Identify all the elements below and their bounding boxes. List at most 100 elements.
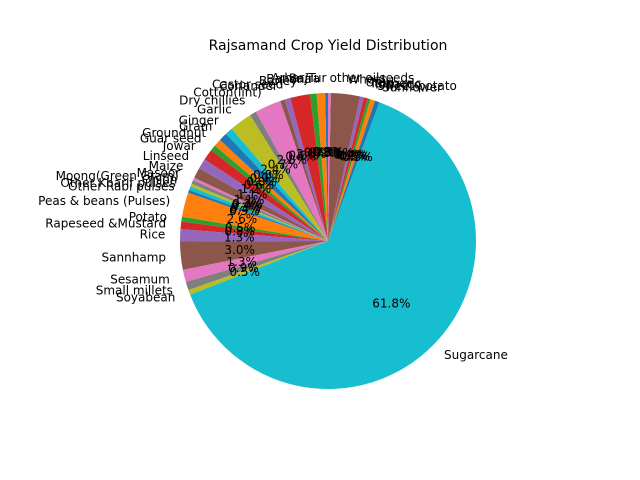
- slice-label-castor-seed: Castor seed: [212, 77, 283, 91]
- pie-slice-gram: [219, 133, 328, 241]
- slice-label-other-rabi-pulses: Other Rabi pulses: [68, 179, 175, 193]
- percent-label-jowar: 1.2%: [241, 182, 272, 196]
- slice-label-turmeric: Turmeric: [369, 77, 422, 91]
- pie-slice-arhar-tur: [325, 93, 328, 241]
- slice-label-groundnut: Groundnut: [142, 126, 206, 140]
- pie-slice-small-millets: [185, 241, 328, 291]
- slice-label-guar-seed: Guar seed: [140, 132, 202, 146]
- slice-label-gram: Gram: [179, 119, 212, 133]
- slice-label-masoor: Masoor: [137, 166, 181, 180]
- percent-label-rice: 1.3%: [224, 231, 255, 245]
- pie-slice-bajra: [316, 93, 328, 241]
- slice-label-sunflower: Sunflower: [382, 80, 442, 94]
- pie-slice-sesamum: [182, 241, 328, 282]
- percent-label-potato: 0.5%: [225, 221, 256, 235]
- slice-label-rapeseed-mustard: Rapeseed &Mustard: [45, 217, 166, 231]
- percent-label-sesamum: 1.3%: [226, 255, 257, 269]
- pie-slice-cotton-lint: [255, 100, 328, 241]
- percent-label-rapeseed-mustard: 0.8%: [224, 225, 255, 239]
- pie-slices: [179, 93, 477, 390]
- slice-label-other-oilseeds: other oilseeds: [330, 71, 415, 85]
- pie-slice-other-oilseeds: [328, 93, 331, 241]
- pie-slice-tobacco: [328, 98, 371, 242]
- percent-label-moong-green-gram: 0.4%: [231, 199, 262, 213]
- slice-label-potato: Potato: [129, 210, 167, 224]
- pie-slice-turmeric: [328, 97, 368, 241]
- pie-slice-rice: [179, 229, 328, 242]
- slice-label-linseed: Linseed: [143, 149, 189, 163]
- percent-label-bajra: 0.9%: [308, 145, 339, 159]
- slice-label-other-kharif-pulses: Other Kharif pulses: [60, 176, 175, 190]
- percent-label-banana: 0.7%: [304, 146, 335, 160]
- slice-label-small-millets: Small millets: [96, 284, 173, 298]
- chart-title: Rajsamand Crop Yield Distribution: [209, 38, 448, 54]
- slice-label-maize: Maize: [149, 159, 184, 173]
- percent-label-turmeric: 0.4%: [335, 148, 366, 162]
- pie-slice-other-kharif-pulses: [189, 186, 328, 241]
- pie-slice-rapeseed-mustard: [180, 221, 328, 241]
- percent-label-cotton-lint: 2.8%: [277, 153, 308, 167]
- percent-label-sugarcane: 61.8%: [372, 296, 410, 310]
- pie-slice-sannhamp: [180, 241, 328, 270]
- percent-label-groundnut: 0.8%: [246, 175, 277, 189]
- slice-label-sugarcane: Sugarcane: [444, 348, 508, 362]
- slice-label-sannhamp: Sannhamp: [102, 250, 166, 264]
- pie-slice-moong-green-gram: [191, 180, 328, 241]
- pie-slice-banana: [309, 93, 328, 241]
- slice-label-soyabean: Soyabean: [116, 291, 175, 305]
- slice-label-coriander: Coriander: [219, 79, 278, 93]
- slice-label-dry-chillies: Dry chillies: [179, 94, 245, 108]
- pie-slice-wheat: [328, 93, 361, 241]
- percent-label-sweet-potato: 0.5%: [340, 149, 371, 163]
- percent-label-castor-seed: 0.6%: [288, 149, 319, 163]
- slice-label-tobacco: Tobacco: [372, 78, 421, 92]
- pie-slice-urad: [328, 96, 364, 241]
- pie-slice-soyabean: [188, 241, 328, 295]
- pie-slice-groundnut: [214, 139, 328, 241]
- slice-label-banana: Banana: [266, 72, 312, 86]
- pie-slice-castor-seed: [284, 97, 328, 242]
- pie-slice-guar-seed: [211, 145, 328, 241]
- slice-label-wheat: Wheat: [347, 72, 386, 86]
- percent-label-guar-seed: 0.6%: [244, 178, 275, 192]
- percent-label-tobacco: 0.3%: [337, 149, 368, 163]
- percent-label-masoor: 0.3%: [232, 197, 263, 211]
- pie-slice-potato: [181, 216, 328, 241]
- percent-label-soyabean: 0.5%: [229, 265, 260, 279]
- pie-slice-masoor: [193, 177, 328, 241]
- slice-label-arhar-tur: Arhar/Tur: [271, 71, 326, 85]
- percent-label-sannhamp: 3.0%: [224, 243, 255, 257]
- pie-slice-sweet-potato: [328, 99, 375, 241]
- slice-label-ginger: Ginger: [179, 113, 219, 127]
- slice-label-garlic: Garlic: [197, 103, 232, 117]
- percent-label-onion: 0.3%: [231, 200, 262, 214]
- percent-label-garlic: 2.4%: [260, 162, 291, 176]
- pie-slice-maize: [194, 168, 328, 241]
- percent-label-linseed: 1.1%: [237, 188, 268, 202]
- percent-label-gram: 0.9%: [250, 172, 281, 186]
- slice-label-sesamum: Sesamum: [110, 272, 170, 286]
- percent-label-maize: 1.1%: [234, 193, 265, 207]
- percent-labels: 0.3%0.9%0.7%2.1%0.6%0.5%2.8%0.7%2.4%0.8%…: [224, 145, 410, 310]
- slice-label-sweet-potato: Sweet potato: [377, 79, 457, 93]
- pie-slice-garlic: [231, 115, 328, 241]
- percent-label-barley: 2.1%: [296, 147, 327, 161]
- percent-label-other-oilseeds: 0.3%: [314, 145, 345, 159]
- percent-label-small-millets: 0.9%: [228, 261, 259, 275]
- pie-slice-barley: [290, 94, 328, 241]
- slice-label-bajra: Bajra: [289, 71, 320, 85]
- pie-slice-onion: [190, 183, 328, 241]
- percent-label-wheat: 3.1%: [323, 146, 354, 160]
- percent-label-dry-chillies: 0.7%: [268, 157, 299, 171]
- percent-label-sunflower: 0.5%: [342, 150, 373, 164]
- slice-label-urad: Urad: [365, 76, 394, 90]
- percent-label-arhar-tur: 0.3%: [312, 145, 343, 159]
- pie-slice-dry-chillies: [250, 111, 328, 241]
- percent-label-coriander: 0.5%: [285, 150, 316, 164]
- pie-slice-ginger: [225, 128, 328, 241]
- pie-slice-linseed: [199, 159, 328, 241]
- percent-label-other-kharif-pulses: 0.4%: [230, 202, 261, 216]
- pie-slice-sugarcane: [190, 102, 477, 390]
